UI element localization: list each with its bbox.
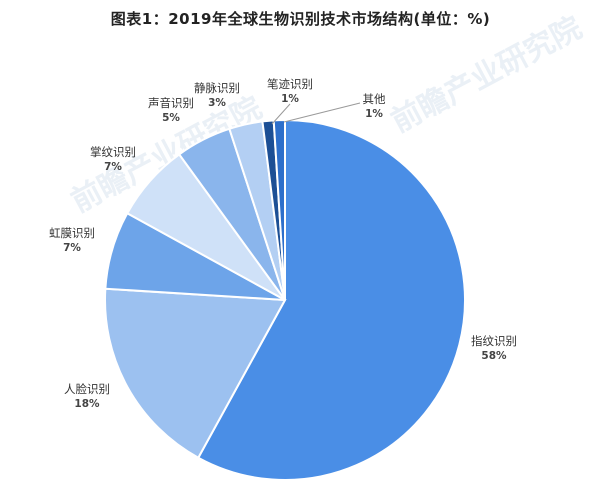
leader-line: [283, 102, 361, 123]
slice-label-value: 7%: [104, 161, 122, 173]
slice-label-value: 1%: [281, 93, 299, 105]
slice-label-name: 指纹识别: [471, 334, 517, 348]
slice-label-value: 58%: [481, 350, 507, 362]
leader-line: [271, 103, 291, 125]
chart-title: 图表1：2019年全球生物识别技术市场结构(单位：%): [110, 10, 491, 28]
slice-label-value: 5%: [162, 112, 180, 124]
pie-slice: [104, 287, 287, 460]
pie-slice: [272, 118, 286, 301]
slice-label-value: 18%: [74, 398, 100, 410]
slice-label-name: 人脸识别: [64, 382, 110, 396]
pie-slice: [196, 118, 466, 481]
slice-label-value: 3%: [208, 97, 226, 109]
slice-label-name: 虹膜识别: [49, 226, 95, 240]
slice-label-name: 掌纹识别: [90, 145, 136, 159]
slice-label-name: 声音识别: [148, 96, 194, 110]
slice-label-name: 其他: [363, 92, 386, 106]
slice-label-name: 静脉识别: [194, 81, 240, 95]
slice-label-value: 7%: [63, 242, 81, 254]
slice-label-name: 笔迹识别: [267, 77, 313, 91]
slice-label-value: 1%: [365, 108, 383, 120]
